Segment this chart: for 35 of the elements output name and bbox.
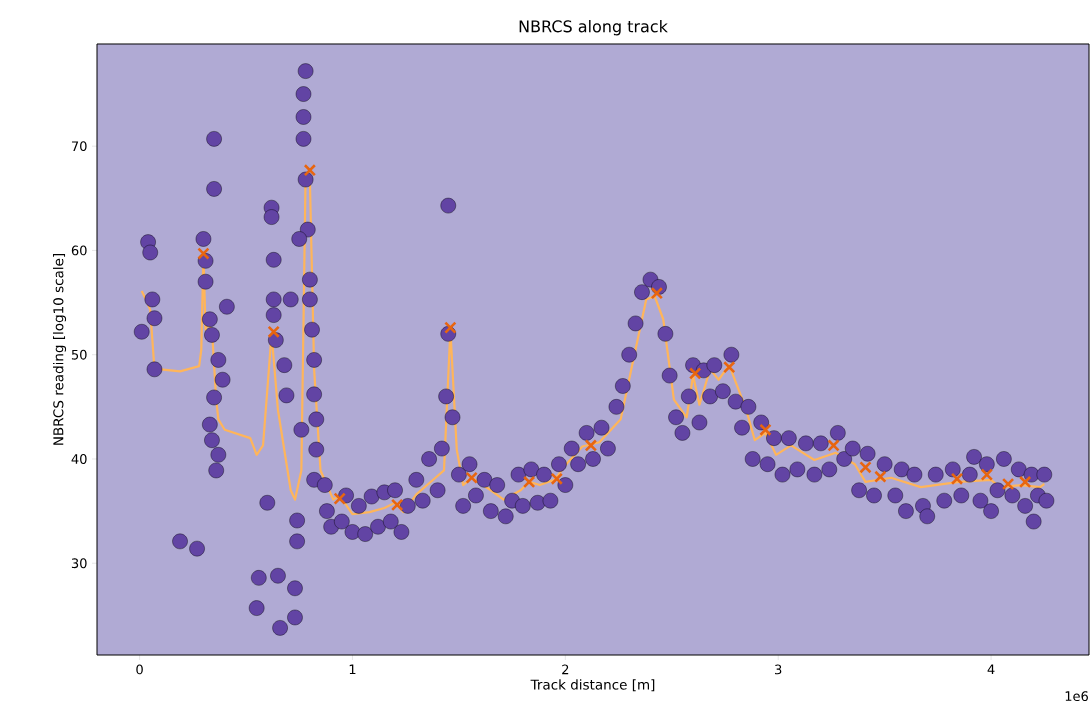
point — [827, 439, 840, 452]
x-tick-label: 0 — [136, 664, 143, 675]
point — [522, 475, 536, 489]
y-tick-label: 30 — [71, 558, 87, 569]
point — [723, 360, 736, 374]
chart-title: NBRCS along track — [519, 20, 668, 36]
x-tick-label: 1 — [349, 664, 356, 675]
point — [584, 439, 598, 452]
point — [1018, 475, 1032, 489]
y-tick-label: 60 — [71, 245, 87, 256]
y-axis-title: NBRCS reading [log10 scale] — [53, 254, 67, 445]
x-tick-label: 3 — [775, 664, 782, 675]
point — [650, 286, 664, 300]
point — [465, 471, 478, 484]
point — [874, 470, 887, 483]
point — [759, 423, 772, 437]
y-tick-label: 50 — [71, 349, 87, 360]
point — [550, 472, 564, 486]
point — [303, 163, 317, 177]
point — [444, 321, 457, 334]
point — [688, 367, 702, 380]
point — [267, 325, 280, 339]
y-tick-label: 70 — [71, 141, 87, 152]
point — [1001, 477, 1015, 491]
text: 1e6 — [1065, 691, 1088, 702]
x-tick-label: 4 — [987, 664, 995, 675]
point — [980, 468, 994, 481]
point — [390, 498, 404, 512]
point — [950, 472, 964, 486]
point — [333, 492, 346, 505]
x-axis-title: Track distance [m] — [530, 679, 655, 692]
y-tick-label: 40 — [71, 454, 87, 464]
point — [859, 461, 872, 474]
x-tick-label: 2 — [562, 664, 569, 675]
point — [197, 247, 210, 260]
